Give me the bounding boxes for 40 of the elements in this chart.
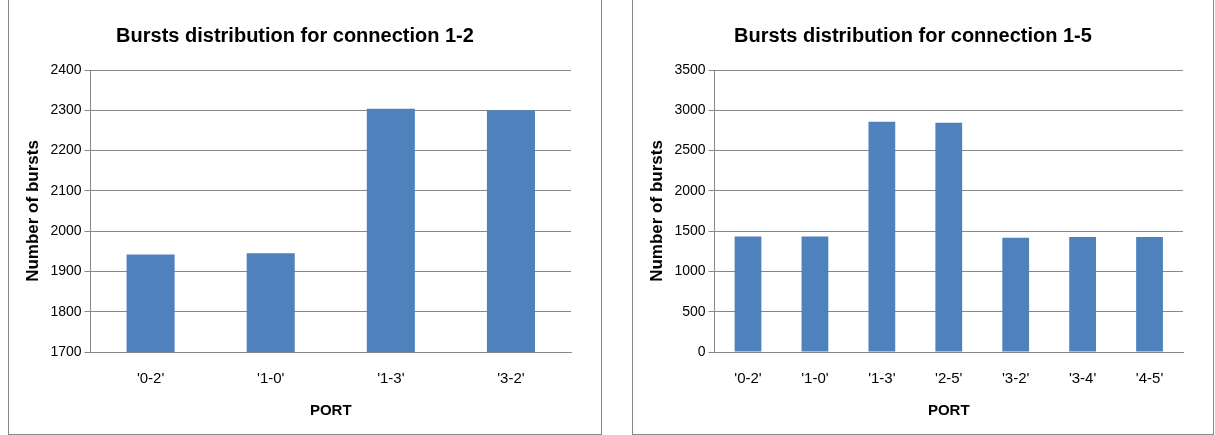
y-tick-label: 2200 [50,141,82,158]
x-axis-title: PORT [309,401,352,419]
x-tick-label: '3-4' [1068,369,1097,387]
chart-title: Bursts distribution for connection 1-5 [734,23,1092,46]
y-tick-label: 1500 [674,222,706,238]
bar [734,236,762,352]
y-tick-label: 2000 [50,222,82,238]
y-tick-label: 1700 [50,342,82,359]
x-tick-label: '3-2' [1001,369,1030,387]
y-tick-label: 1800 [50,302,82,319]
y-tick-label: 500 [682,302,706,319]
bar [1002,237,1030,352]
y-axis-title: Number of bursts [646,140,666,282]
y-tick-label: 0 [697,342,706,359]
y-tick-label: 2400 [50,60,82,77]
bar [868,121,896,352]
bar [935,122,963,352]
y-tick-label: 2000 [674,181,706,198]
y-axis-title: Number of bursts [22,140,42,282]
bar [1069,236,1096,352]
x-tick-label: '3-2' [497,369,525,387]
x-tick-label: '2-5' [935,369,963,387]
x-tick-label: '1-0' [257,369,285,387]
bar [801,236,829,352]
y-tick-label: 1900 [50,262,82,279]
y-tick-label: 2100 [50,181,82,198]
x-axis-title: PORT [927,401,970,419]
x-tick-label: '1-3' [868,369,896,387]
x-tick-label: '0-2' [136,369,165,387]
y-tick-label: 2500 [674,141,706,158]
x-tick-label: '1-3' [377,369,405,387]
x-tick-label: '0-2' [734,369,762,387]
x-tick-label: '1-0' [801,369,829,387]
y-tick-label: 1000 [674,262,706,279]
y-tick-label: 3500 [674,60,706,77]
bar [1136,236,1163,352]
y-tick-label: 2300 [50,101,82,118]
x-tick-label: '4-5' [1135,369,1164,387]
y-tick-label: 3000 [674,101,706,118]
chart-title: Bursts distribution for connection 1-2 [116,23,474,46]
